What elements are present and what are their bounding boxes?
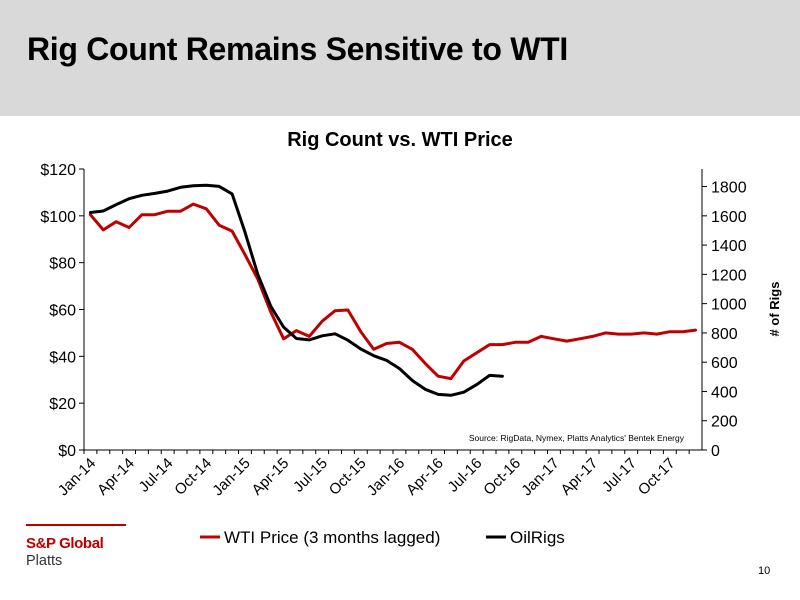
right-tick-label: 1600 — [711, 209, 747, 226]
legend-label-wti: WTI Price (3 months lagged) — [224, 528, 440, 547]
x-tick-label: Apr-15 — [249, 455, 293, 499]
right-tick-label: 0 — [711, 443, 720, 460]
source-note: Source: RigData, Nymex, Platts Analytics… — [469, 433, 685, 443]
left-y-axis: $0 $20 $40 $60 $80 $100 $120 — [40, 162, 85, 460]
wti-price-line — [88, 202, 698, 381]
logo-sub: Platts — [26, 553, 63, 569]
x-tick-label: Jan-16 — [364, 455, 408, 499]
right-axis-title: # of Rigs — [767, 282, 782, 337]
logo-rule — [26, 524, 126, 526]
right-tick-label: 1200 — [711, 267, 747, 284]
right-tick-label: 400 — [711, 384, 738, 401]
left-tick-label: $0 — [58, 443, 76, 460]
x-tick-label: Apr-16 — [403, 455, 447, 499]
x-axis: Jan-14Apr-14Jul-14Oct-14Jan-15Apr-15Jul-… — [55, 449, 702, 499]
x-tick-label: Jul-16 — [445, 455, 486, 496]
right-tick-label: 1800 — [711, 180, 747, 197]
x-tick-label: Jul-14 — [136, 455, 177, 496]
left-tick-label: $80 — [49, 256, 76, 273]
page-number: 10 — [758, 565, 771, 577]
right-y-axis: 0 200 400 600 800 1000 1200 1400 1600 1800 — [701, 169, 747, 460]
x-tick-label: Apr-14 — [94, 455, 138, 499]
slide-title: Rig Count Remains Sensitive to WTI — [27, 31, 568, 67]
x-tick-label: Oct-14 — [171, 455, 215, 499]
right-tick-label: 1000 — [711, 297, 747, 314]
x-tick-label: Jan-14 — [55, 455, 99, 499]
left-tick-label: $120 — [40, 162, 76, 179]
left-tick-label: $100 — [40, 209, 76, 226]
x-tick-label: Oct-15 — [326, 455, 370, 499]
rig-vs-wti-chart: Rig Count vs. WTI Price $0 $20 $40 $60 $80 $1… — [40, 129, 782, 547]
title-band — [0, 0, 800, 116]
x-tick-label: Oct-17 — [635, 455, 679, 499]
right-tick-label: 800 — [711, 326, 738, 343]
right-tick-label: 600 — [711, 355, 738, 372]
oil-rigs-line — [88, 183, 504, 397]
x-tick-label: Jan-17 — [518, 455, 562, 499]
sp-global-platts-logo: S&P Global Platts — [26, 524, 126, 570]
chart-title: Rig Count vs. WTI Price — [287, 129, 513, 151]
x-tick-label: Jul-17 — [599, 455, 640, 496]
legend: WTI Price (3 months lagged) OilRigs — [200, 528, 565, 547]
left-tick-label: $60 — [49, 303, 76, 320]
logo-brand: S&P Global — [26, 535, 104, 552]
series-layer — [88, 183, 698, 397]
right-tick-label: 200 — [711, 414, 738, 431]
x-tick-label: Oct-16 — [480, 455, 524, 499]
left-tick-label: $20 — [49, 396, 76, 413]
legend-label-rigs: OilRigs — [510, 528, 565, 547]
x-tick-label: Jan-15 — [209, 455, 253, 499]
right-tick-label: 1400 — [711, 238, 747, 255]
x-tick-label: Jul-15 — [290, 455, 331, 496]
x-tick-label: Apr-17 — [558, 455, 602, 499]
left-tick-label: $40 — [49, 349, 76, 366]
